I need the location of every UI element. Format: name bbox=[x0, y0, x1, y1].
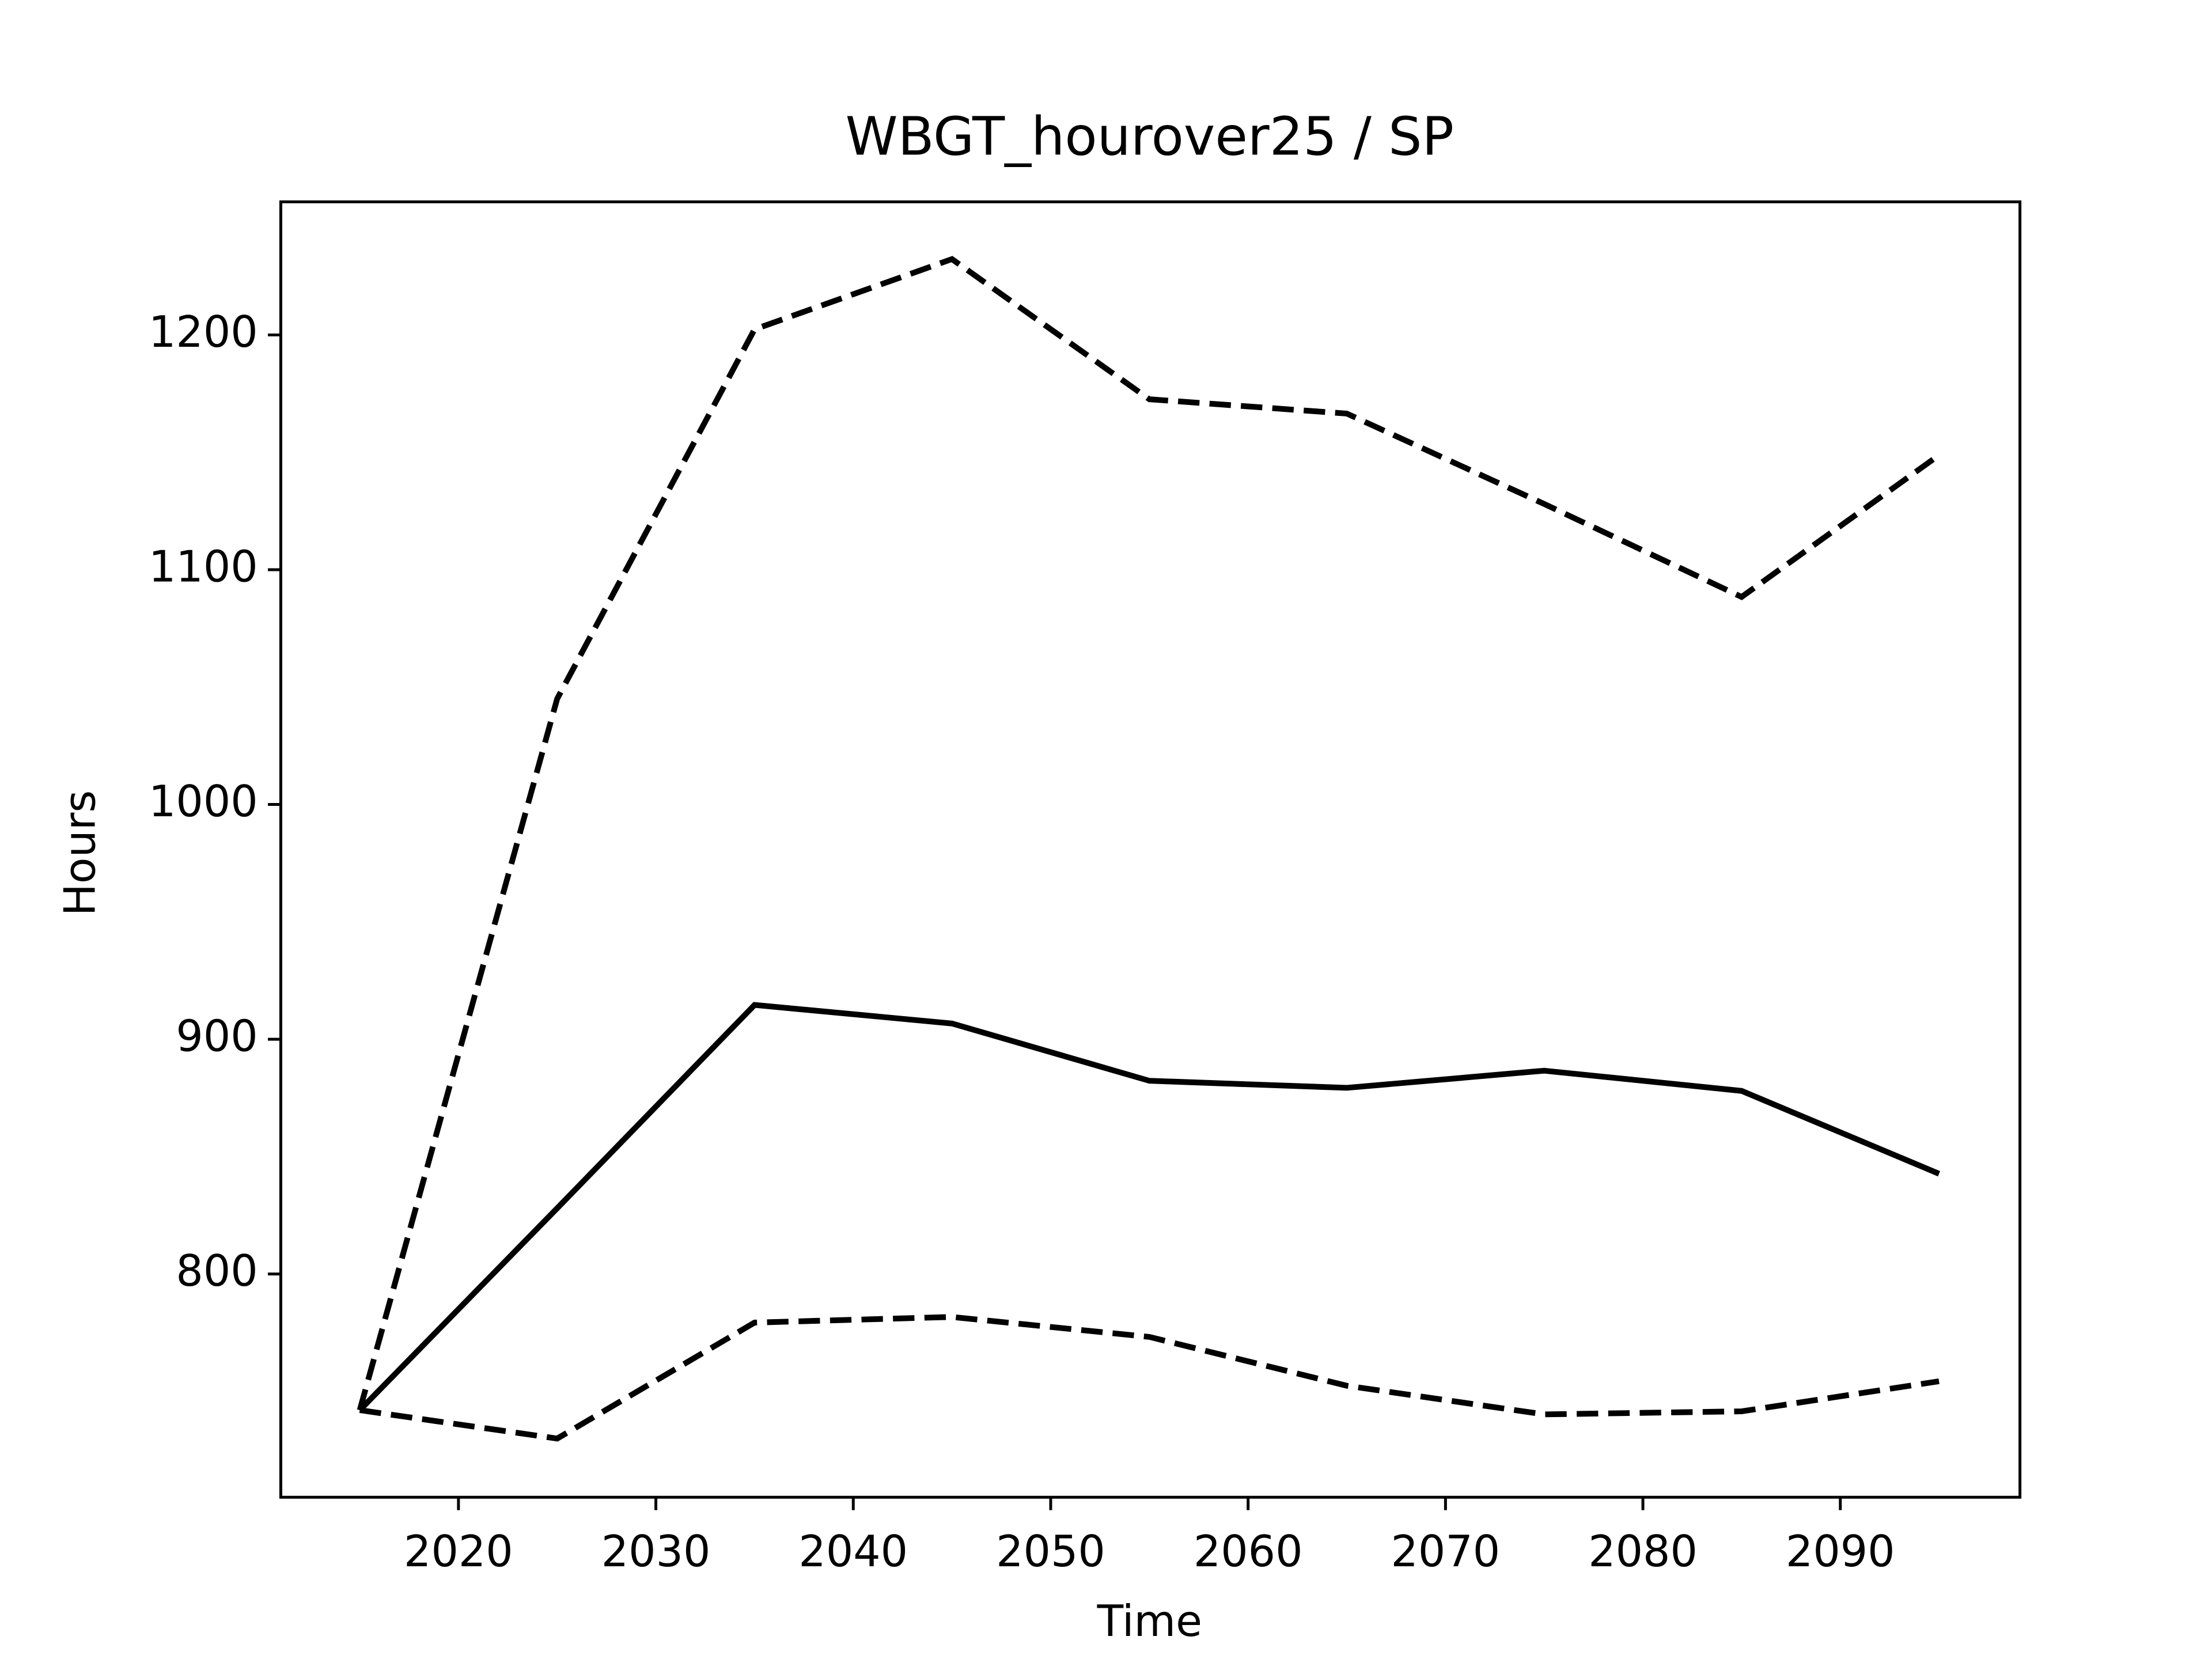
x-tick-label: 2050 bbox=[996, 1527, 1105, 1577]
y-tick-label: 800 bbox=[176, 1246, 257, 1296]
x-tick-label: 2090 bbox=[1786, 1527, 1895, 1577]
series-line bbox=[359, 1314, 1940, 1442]
x-tick-label: 2030 bbox=[601, 1527, 711, 1577]
series-line bbox=[357, 256, 1941, 1411]
plot-frame bbox=[279, 200, 2022, 1499]
x-axis-label: Time bbox=[1097, 1596, 1202, 1646]
y-tick-label: 1000 bbox=[149, 777, 258, 827]
x-tick-label: 2020 bbox=[404, 1527, 513, 1577]
chart-title: WBGT_hourover25 / SP bbox=[846, 105, 1454, 167]
x-tick-label: 2080 bbox=[1588, 1527, 1698, 1577]
y-axis-label: Hours bbox=[55, 790, 105, 916]
x-tick-label: 2040 bbox=[798, 1527, 908, 1577]
y-tick-label: 1100 bbox=[149, 541, 258, 592]
x-tick-label: 2060 bbox=[1194, 1527, 1303, 1577]
y-tick-label: 1200 bbox=[149, 307, 258, 357]
x-tick-label: 2070 bbox=[1391, 1527, 1501, 1577]
y-tick-label: 900 bbox=[176, 1012, 257, 1062]
series-line bbox=[357, 1002, 1941, 1412]
